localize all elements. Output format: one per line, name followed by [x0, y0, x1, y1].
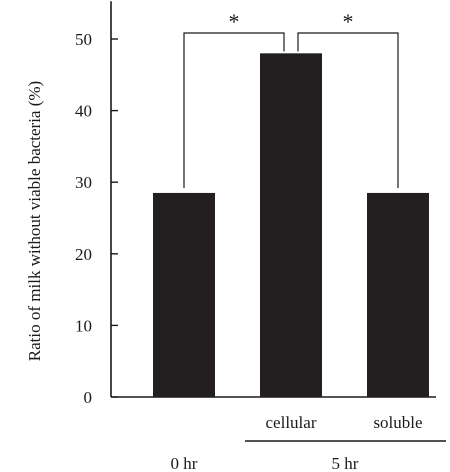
bar [367, 192, 429, 397]
bar [260, 53, 322, 397]
y-tick-label: 0 [84, 388, 93, 407]
group-label: 0 hr [171, 454, 198, 472]
significance-bracket [183, 32, 285, 188]
bars [153, 53, 429, 397]
bar [153, 192, 215, 397]
category-label: cellular [266, 413, 317, 432]
y-ticks: 0 10 20 30 40 50 [75, 30, 118, 407]
y-tick-label: 30 [75, 173, 92, 192]
group-label: 5 hr [332, 454, 359, 472]
y-tick-label: 40 [75, 102, 92, 121]
category-label: soluble [373, 413, 422, 432]
y-tick-label: 50 [75, 30, 92, 49]
y-tick-label: 20 [75, 245, 92, 264]
y-axis-label: Ratio of milk without viable bacteria (%… [25, 81, 44, 361]
significance-marker: * [343, 9, 354, 34]
category-labels: cellular soluble 0 hr 5 hr [171, 413, 423, 472]
significance-brackets: * * [183, 9, 399, 188]
y-tick-label: 10 [75, 316, 92, 335]
significance-bracket [297, 32, 399, 188]
significance-marker: * [229, 9, 240, 34]
